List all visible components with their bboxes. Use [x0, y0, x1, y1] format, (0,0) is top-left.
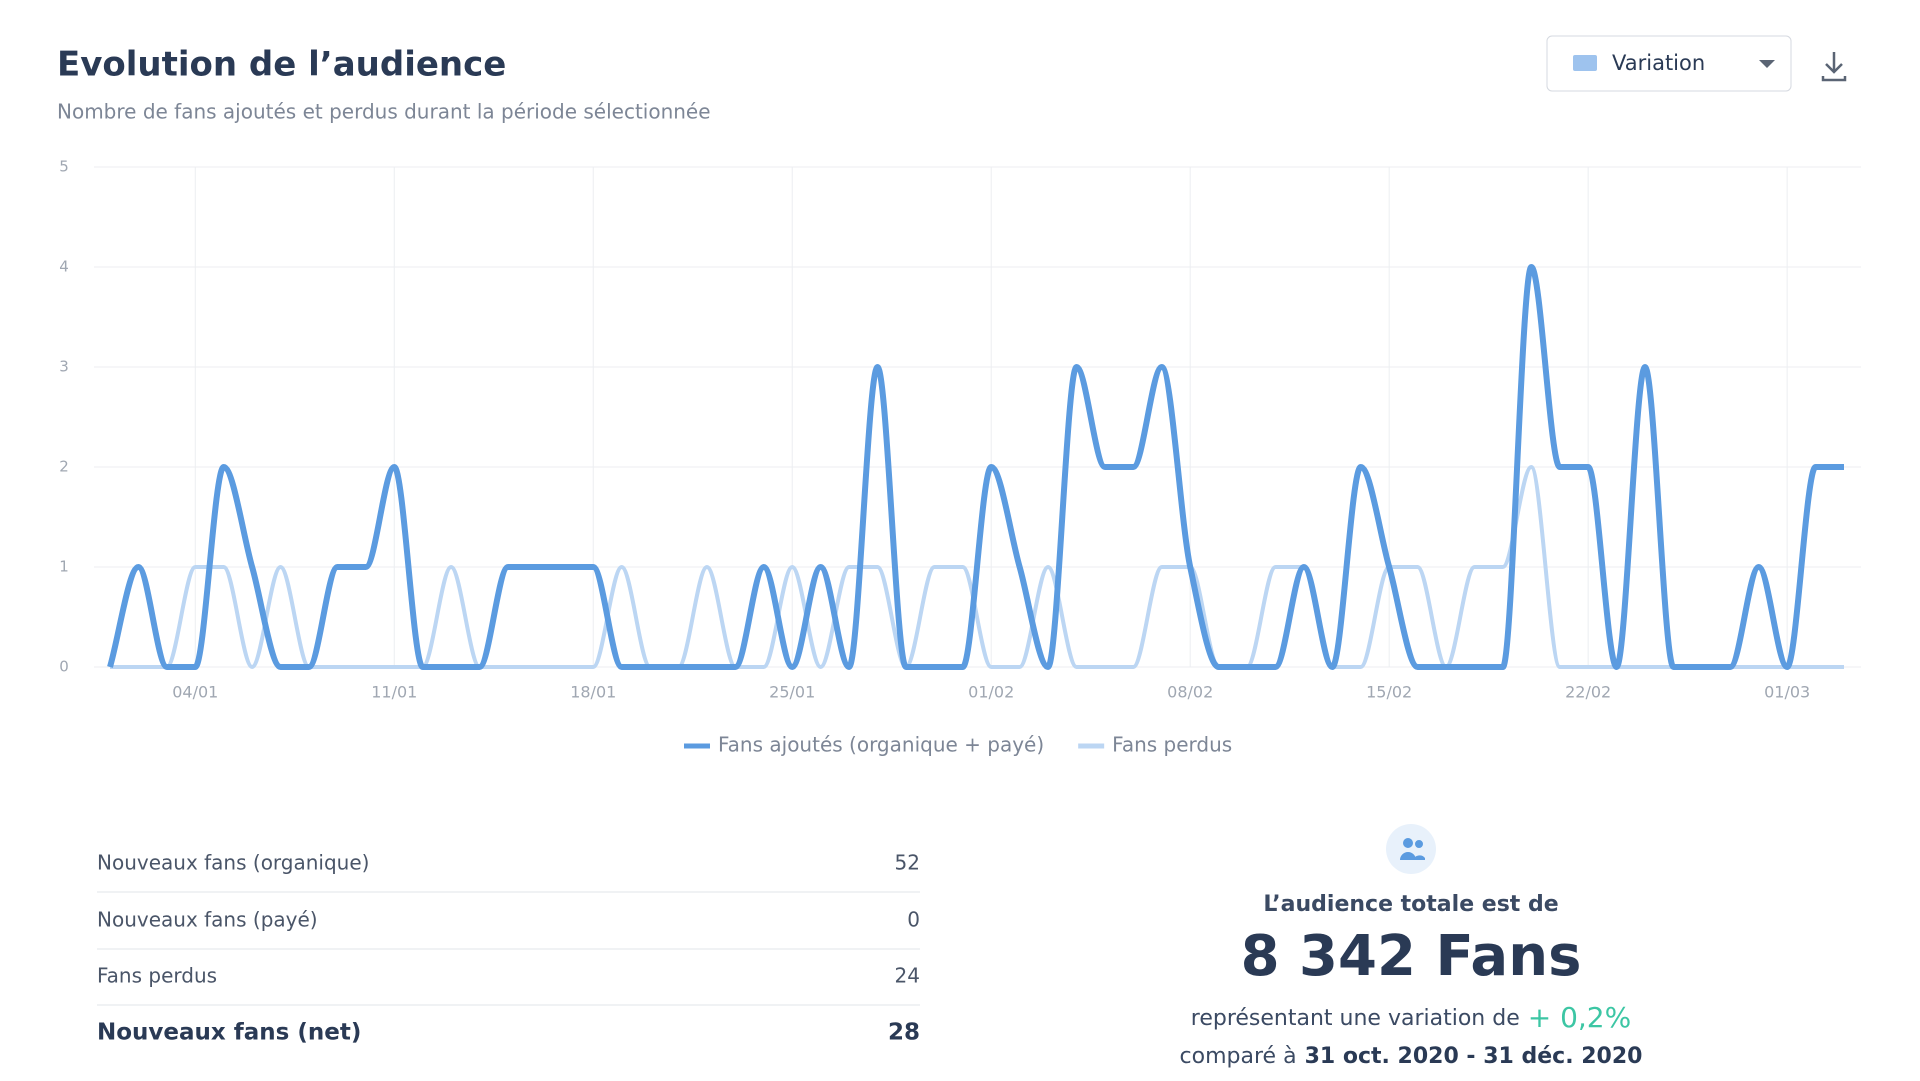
x-tick-label: 15/02 — [1366, 683, 1412, 702]
audience-icon-bg — [1386, 824, 1436, 874]
title: Evolution de l’audience — [57, 45, 506, 85]
y-tick-label: 4 — [59, 258, 69, 276]
table-value: 28 — [888, 1020, 920, 1046]
dropdown[interactable]: Variation — [1546, 35, 1792, 92]
dropdown-label[interactable]: Variation — [1612, 51, 1705, 75]
y-tick-label: 0 — [59, 658, 69, 676]
audience-icon — [1400, 838, 1425, 860]
y-tick-label: 2 — [59, 458, 69, 476]
table-label: Nouveaux fans (net) — [97, 1020, 361, 1046]
x-tick-label: 11/01 — [371, 683, 417, 702]
download-icon[interactable] — [1821, 52, 1847, 82]
summary-total: 8 342 Fans — [1241, 924, 1582, 989]
table-label: Fans perdus — [97, 964, 217, 988]
table-value: 52 — [895, 851, 920, 875]
legend-label: Fans perdus — [1112, 733, 1232, 757]
summary-compare-line: comparé à 31 oct. 2020 - 31 déc. 2020 — [1180, 1044, 1643, 1069]
summary-variation-line: représentant une variation de + 0,2% — [1191, 1001, 1631, 1034]
x-tick-label: 08/02 — [1167, 683, 1213, 702]
x-tick-label: 04/01 — [172, 683, 218, 702]
table-value: 0 — [907, 908, 920, 932]
subtitle: Nombre de fans ajoutés et perdus durant … — [57, 100, 711, 124]
x-tick-label: 18/01 — [570, 683, 616, 702]
download-button[interactable] — [1821, 52, 1847, 82]
table-label: Nouveaux fans (payé) — [97, 908, 318, 932]
summary-heading: L’audience totale est de — [1263, 892, 1558, 917]
series-line — [109, 465, 1844, 669]
variation-value: + 0,2% — [1528, 1001, 1632, 1034]
y-tick-label: 1 — [59, 558, 69, 576]
table-label: Nouveaux fans (organique) — [97, 851, 369, 875]
y-tick-label: 3 — [59, 358, 69, 376]
table-value: 24 — [895, 964, 920, 988]
y-tick-label: 5 — [59, 158, 69, 176]
x-tick-label: 25/01 — [769, 683, 815, 702]
dropdown-box[interactable] — [1546, 35, 1792, 92]
dropdown-icon — [1573, 55, 1597, 71]
x-tick-label: 22/02 — [1565, 683, 1611, 702]
variation-text: représentant une variation de — [1191, 1006, 1520, 1031]
compare-text: comparé à — [1180, 1044, 1297, 1069]
x-tick-label: 01/03 — [1764, 683, 1810, 702]
legend-label: Fans ajoutés (organique + payé) — [718, 733, 1044, 757]
dropdown-caret — [1759, 60, 1775, 68]
x-tick-label: 01/02 — [968, 683, 1014, 702]
compare-period: 31 oct. 2020 - 31 déc. 2020 — [1305, 1044, 1643, 1069]
series-line — [107, 264, 1844, 670]
